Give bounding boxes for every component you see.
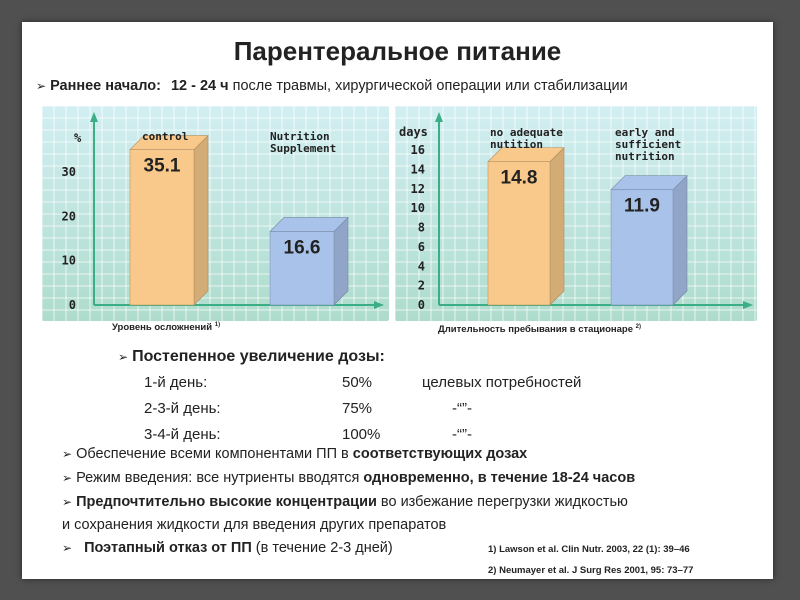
arrow-bullet-icon: ➢ xyxy=(36,79,47,93)
y-tick-label: 6 xyxy=(418,240,425,254)
y-tick-label: 0 xyxy=(69,298,76,312)
bar xyxy=(129,149,195,306)
bullet-withdrawal-bold: Поэтапный отказ от ПП xyxy=(84,540,252,556)
category-label: nutrition xyxy=(615,150,675,163)
arrow-bullet-icon: ➢ xyxy=(118,350,129,364)
dose-pct: 75% xyxy=(342,400,373,417)
category-label: sufficient xyxy=(615,138,681,151)
reference-2: 2) Neumayer et al. J Surg Res 2001, 95: … xyxy=(488,565,694,576)
x-axis-arrow xyxy=(374,301,384,309)
bullet-components-bold: соответствующих дозах xyxy=(352,446,528,462)
bar-side xyxy=(333,216,349,306)
dose-note: -“”- xyxy=(452,400,472,417)
dose-heading: ➢ Постепенное увеличение дозы: xyxy=(118,348,385,366)
y-tick-label: 12 xyxy=(411,182,425,196)
caption-complications: Уровень осложнений 1) xyxy=(112,322,220,333)
intro-line: ➢ Раннее начало: 12 - 24 ч после травмы, … xyxy=(36,78,628,94)
bar-value-label: 35.1 xyxy=(144,156,181,177)
y-axis-label: % xyxy=(74,131,82,145)
y-tick-label: 10 xyxy=(62,254,76,268)
y-tick-label: 20 xyxy=(62,209,76,223)
y-tick-label: 2 xyxy=(418,279,425,293)
intro-range: 12 - 24 ч xyxy=(170,78,229,94)
bullet-withdrawal: ➢ Поэтапный отказ от ПП (в течение 2-3 дн… xyxy=(62,540,393,556)
y-tick-label: 30 xyxy=(62,165,76,179)
bullet-mode: ➢ Режим введения: все нутриенты вводятся … xyxy=(62,470,635,486)
arrow-bullet-icon: ➢ xyxy=(62,447,73,461)
y-axis-arrow xyxy=(90,112,98,122)
dose-note: -“”- xyxy=(452,426,472,443)
chart-hospital-stay: days 0 2 4 6 8 10 12 14 16 14.8 no adequatenutition… xyxy=(395,106,757,321)
category-label: Supplement xyxy=(270,142,336,155)
chart-panel-complications: % 0 10 20 30 35.1 control 16.6 Nutrition Suppleme… xyxy=(42,106,389,321)
chart-complications: % 0 10 20 30 35.1 control 16.6 NutritionSuppleme… xyxy=(42,106,389,321)
bullet-mode-bold: одновременно, в течение 18-24 часов xyxy=(363,470,636,486)
slide-title: Парентеральное питание xyxy=(233,36,562,66)
bar-side xyxy=(549,146,565,306)
reference-1: 1) Lawson et al. Clin Nutr. 2003, 22 (1)… xyxy=(488,544,690,555)
dose-day: 1-й день: xyxy=(144,374,208,391)
intro-lead: Раннее начало: xyxy=(50,78,161,94)
bullet-components-plain: Обеспечение всеми компонентами ПП в xyxy=(76,446,353,462)
intro-rest: после травмы, хирургической операции или… xyxy=(232,78,628,94)
category-label: control xyxy=(142,130,188,143)
bar-value-label: 16.6 xyxy=(284,237,321,258)
bar-top xyxy=(269,217,349,232)
category-label: nutition xyxy=(490,138,543,151)
arrow-bullet-icon: ➢ xyxy=(62,541,73,555)
dose-note: целевых потребностей xyxy=(422,374,582,391)
bullet-components: ➢ Обеспечение всеми компонентами ПП в соо… xyxy=(62,446,527,462)
bar-value-label: 14.8 xyxy=(501,168,538,189)
dose-heading-text: Постепенное увеличение дозы: xyxy=(132,348,385,365)
caption-stay-text: Длительность пребывания в стационаре xyxy=(438,324,634,336)
bar xyxy=(487,161,551,306)
y-tick-label: 8 xyxy=(418,221,425,235)
y-tick-label: 16 xyxy=(411,143,425,157)
bullet-concentration-bold: Предпочтительно высокие концентрации xyxy=(76,494,377,510)
category-label: no adequate xyxy=(490,126,563,139)
bar xyxy=(610,189,674,306)
bar-side xyxy=(193,134,209,306)
caption-complications-text: Уровень осложнений xyxy=(112,322,213,334)
chart-panel-stay: days 0 2 4 6 8 10 12 14 16 14.8 no adequate nutition… xyxy=(395,106,757,321)
arrow-bullet-icon: ➢ xyxy=(62,471,73,485)
category-label: early and xyxy=(615,126,675,139)
slide: Парентеральное питание ➢ Раннее начало: 1… xyxy=(22,22,773,579)
arrow-bullet-icon: ➢ xyxy=(62,495,73,509)
y-tick-label: 4 xyxy=(418,259,425,273)
bullet-concentration-plain: во избежание перегрузки жидкостью xyxy=(376,494,628,510)
dose-day: 2-3-й день: xyxy=(144,400,221,417)
bullet-concentration: ➢ Предпочтительно высокие концентрации во… xyxy=(62,494,628,510)
caption-stay: Длительность пребывания в стационаре 2) xyxy=(438,324,641,335)
dose-pct: 100% xyxy=(342,426,381,443)
bullet-mode-plain: Режим введения: все нутриенты вводятся xyxy=(76,470,364,486)
category-label: Nutrition xyxy=(270,130,330,143)
y-tick-label: 14 xyxy=(411,162,425,176)
caption-stay-ref: 2) xyxy=(635,324,641,330)
bullet-withdrawal-plain: (в течение 2-3 дней) xyxy=(251,540,393,556)
x-axis-arrow xyxy=(743,301,753,309)
y-axis-arrow xyxy=(435,112,443,122)
y-tick-label: 0 xyxy=(418,298,425,312)
caption-complications-ref: 1) xyxy=(214,322,221,328)
bar-side xyxy=(672,174,688,306)
dose-pct: 50% xyxy=(342,374,373,391)
dose-day: 3-4-й день: xyxy=(144,426,221,443)
bar xyxy=(269,231,335,306)
bullet-concentration-cont: и сохранения жидкости для введения други… xyxy=(62,517,447,533)
bar-value-label: 11.9 xyxy=(624,196,660,217)
y-axis-label: days xyxy=(399,125,428,139)
y-tick-label: 10 xyxy=(411,201,425,215)
